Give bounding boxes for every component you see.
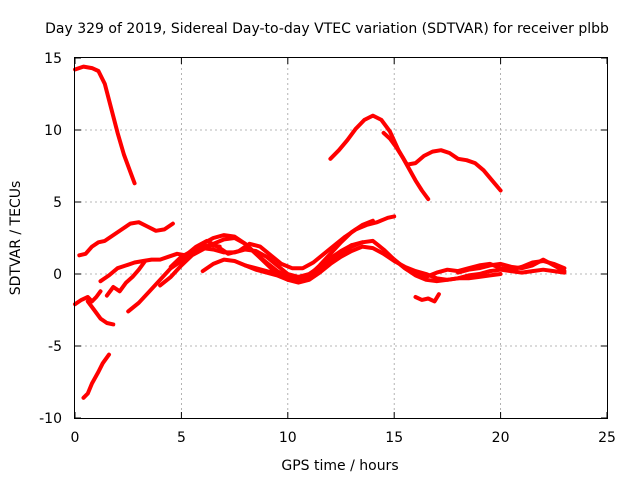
chart-title: Day 329 of 2019, Sidereal Day-to-day VTE… [45,21,609,37]
series-line-arc-17 [413,292,441,304]
series-line-arc-04 [73,289,103,307]
series-line-arc-18 [456,257,567,275]
y-tick-label: 10 [44,123,62,139]
series-line-arc-10 [168,240,365,279]
series-line-arc-14 [328,113,503,193]
y-tick-label: 15 [44,51,62,67]
x-tick-label: 15 [385,430,403,446]
y-tick-labels: -10 -5 0 5 10 15 [39,51,62,427]
x-tick-label: 10 [279,430,297,446]
y-tick-label: -5 [48,339,62,355]
series-line-arc-02 [77,220,175,258]
grid-lines [75,58,607,418]
x-tick-label: 0 [71,430,80,446]
series-line-arc-03 [81,352,111,400]
series-line-arc-09 [158,218,375,288]
series-line-arc-01 [73,64,137,186]
y-axis-label: SDTVAR / TECUs [8,181,24,296]
y-tick-label: 5 [53,195,62,211]
x-tick-label: 20 [492,430,510,446]
series-line-arc-05 [85,299,116,327]
x-tick-label: 25 [598,430,616,446]
series-line-arc-07 [104,259,148,298]
series-line-arc-11 [183,214,397,271]
series-line-arc-16 [392,257,567,284]
y-tick-label: -10 [39,411,62,427]
axis-ticks [74,57,608,419]
x-axis-label: GPS time / hours [281,458,398,474]
plot-frame [74,57,608,419]
series-line-arc-15 [381,130,431,202]
x-tick-labels: 0 5 10 15 20 25 [71,430,616,446]
y-tick-label: 0 [53,267,62,283]
x-tick-label: 5 [177,430,186,446]
series-group [73,64,567,400]
